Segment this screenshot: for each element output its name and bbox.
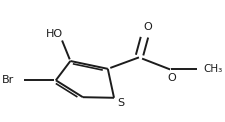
Text: HO: HO [46,30,63,39]
Text: O: O [168,73,177,83]
Text: Br: Br [2,75,14,85]
Text: CH₃: CH₃ [203,64,223,74]
Text: O: O [143,22,152,32]
Text: S: S [118,98,125,108]
